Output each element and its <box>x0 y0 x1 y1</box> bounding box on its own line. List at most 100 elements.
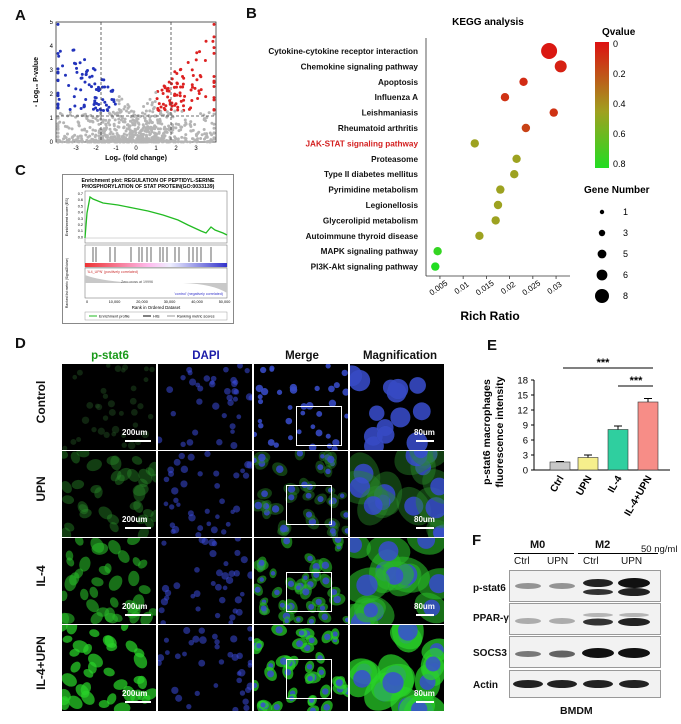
volcano-point <box>118 140 122 144</box>
gsea-xtick: 30,000 <box>164 300 176 304</box>
sig-stars-1: *** <box>597 357 611 369</box>
volcano-point <box>113 102 117 106</box>
volcano-point <box>61 64 65 68</box>
scale-bar-label: 80um <box>414 689 435 698</box>
scale-bar <box>416 440 434 442</box>
volcano-point <box>129 114 133 118</box>
volcano-point <box>163 125 167 129</box>
volcano-point <box>159 111 163 115</box>
micro-tile <box>62 538 156 624</box>
kegg-category-label: Leishmaniasis <box>362 109 419 118</box>
volcano-point <box>199 112 203 116</box>
volcano-point <box>190 85 194 89</box>
wb-label-actin: Actin <box>473 680 498 691</box>
volcano-point <box>118 114 122 118</box>
volcano-point <box>125 109 129 113</box>
volcano-point <box>132 110 136 114</box>
volcano-point <box>150 103 154 107</box>
volcano-point <box>156 127 160 131</box>
volcano-point <box>153 136 157 140</box>
scale-bar <box>125 527 151 529</box>
col-head-dapi: DAPI <box>192 350 220 362</box>
volcano-point <box>105 126 109 130</box>
wb-group-m2: M2 <box>595 539 611 551</box>
kegg-point <box>493 200 503 210</box>
volcano-point <box>90 137 94 141</box>
volcano-point <box>101 120 105 124</box>
scale-bar-label: 200um <box>122 515 148 524</box>
volcano-point <box>68 110 72 114</box>
volcano-point <box>212 22 216 26</box>
gsea-ranking-bar <box>85 263 227 267</box>
volcano-point <box>89 85 93 89</box>
volcano-point <box>77 139 81 143</box>
gene-legend-dot <box>599 209 605 215</box>
volcano-point <box>123 105 127 109</box>
volcano-point <box>184 133 188 137</box>
scale-bar <box>125 440 151 442</box>
volcano-point <box>211 39 215 43</box>
kegg-category-label: MAPK signaling pathway <box>321 247 419 256</box>
volcano-point <box>189 129 193 133</box>
volcano-point <box>62 121 66 125</box>
volcano-point <box>194 138 198 142</box>
volcano-point <box>95 115 99 119</box>
scale-bar <box>125 701 151 703</box>
gsea-zero-label: Zero cross at 19996 <box>121 280 153 284</box>
volcano-point <box>189 120 193 124</box>
volcano-point <box>179 128 183 132</box>
volcano-point <box>212 112 216 116</box>
volcano-point <box>104 103 108 107</box>
volcano-point <box>173 70 177 74</box>
volcano-point <box>122 107 126 111</box>
kegg-category-label: Type II diabetes mellitus <box>324 170 418 179</box>
volcano-point <box>131 121 135 125</box>
volcano-point <box>203 59 207 63</box>
volcano-point <box>198 50 202 54</box>
micro-tile <box>350 451 444 537</box>
volcano-point <box>144 130 148 134</box>
volcano-point <box>77 121 81 125</box>
gene-number-legend-title: Gene Number <box>584 185 650 196</box>
volcano-point <box>184 121 188 125</box>
volcano-point <box>185 140 189 144</box>
volcano-plot: -3 -2 -1 0 1 2 3 0 1 2 3 4 5 Log₂ (fold change) - Lo… <box>33 20 217 162</box>
volcano-point <box>173 136 177 140</box>
volcano-point <box>104 122 108 126</box>
volcano-ytick: 0 <box>50 140 54 146</box>
kegg-title: KEGG analysis <box>452 17 524 28</box>
volcano-point <box>135 140 139 144</box>
volcano-point <box>210 121 214 125</box>
volcano-point <box>179 140 183 144</box>
bar-ytick: 6 <box>523 436 528 447</box>
volcano-point <box>136 121 140 125</box>
row-head-upn: UPN <box>34 476 48 502</box>
volcano-point <box>143 112 147 116</box>
volcano-point <box>107 105 111 109</box>
volcano-point <box>135 116 139 120</box>
qvalue-tick: 0.4 <box>613 99 626 109</box>
volcano-point <box>176 108 180 112</box>
volcano-point <box>56 91 60 95</box>
volcano-point <box>72 61 76 65</box>
row-head-il4: IL-4 <box>34 565 48 587</box>
volcano-point <box>134 131 138 135</box>
volcano-point <box>171 125 175 129</box>
volcano-point <box>150 101 154 105</box>
volcano-point <box>56 116 60 120</box>
volcano-point <box>120 97 124 101</box>
volcano-point <box>123 117 127 121</box>
volcano-point <box>122 132 126 136</box>
volcano-point <box>181 85 185 89</box>
bar-xlabel: UPN <box>575 474 595 498</box>
volcano-point <box>212 80 216 84</box>
volcano-point <box>91 66 95 70</box>
volcano-point <box>189 88 193 92</box>
kegg-point <box>519 77 528 87</box>
wb-blot-pparg <box>509 603 661 635</box>
bar-xlabel: Ctrl <box>548 474 566 495</box>
kegg-point <box>475 231 484 240</box>
volcano-point <box>168 99 172 103</box>
volcano-point <box>170 77 174 81</box>
volcano-ytick: 3 <box>50 68 54 74</box>
